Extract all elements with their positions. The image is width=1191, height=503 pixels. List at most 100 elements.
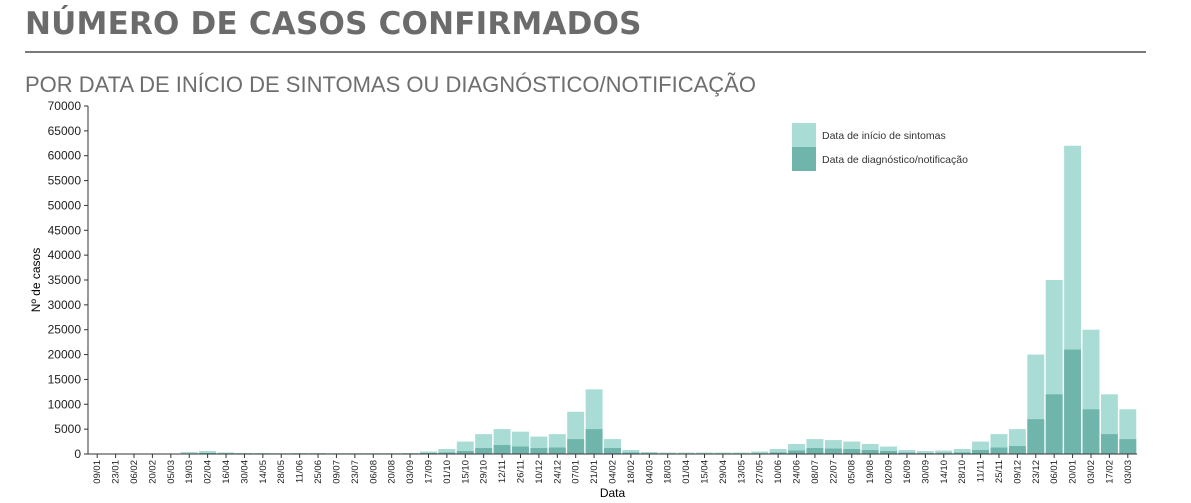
y-tick-label: 50000 <box>48 198 82 212</box>
x-tick-label: 20/01 <box>1068 460 1079 484</box>
x-tick-label: 30/04 <box>239 460 250 484</box>
x-tick-label: 29/04 <box>718 460 729 484</box>
y-tick-label: 0 <box>74 447 81 461</box>
x-tick-label: 25/06 <box>313 460 324 484</box>
x-tick-label: 06/02 <box>129 460 140 484</box>
x-tick-label: 22/07 <box>828 460 839 484</box>
bar-inicio-sintomas <box>732 452 750 454</box>
bar-diagnostico-notificacao <box>1100 434 1118 454</box>
bar-diagnostico-notificacao <box>438 452 456 454</box>
x-tick-label: 02/09 <box>884 460 895 484</box>
x-tick-label: 25/11 <box>994 460 1005 483</box>
x-axis-label: Data <box>600 486 626 500</box>
bar-diagnostico-notificacao <box>475 448 493 454</box>
x-tick-label: 14/05 <box>258 460 269 484</box>
bar-diagnostico-notificacao <box>880 451 898 454</box>
x-tick-label: 18/03 <box>663 460 674 484</box>
bar-diagnostico-notificacao <box>585 429 603 454</box>
y-tick-label: 15000 <box>48 372 82 386</box>
bar-inicio-sintomas <box>438 449 456 454</box>
x-tick-label: 03/02 <box>1086 460 1097 484</box>
bar-inicio-sintomas <box>419 451 437 454</box>
x-tick-label: 14/10 <box>939 460 950 484</box>
bar-inicio-sintomas <box>953 449 971 454</box>
y-tick-label: 25000 <box>48 323 82 337</box>
bar-diagnostico-notificacao <box>1064 349 1082 454</box>
bar-inicio-sintomas <box>751 451 769 454</box>
y-tick-label: 45000 <box>48 223 82 237</box>
bar-inicio-sintomas <box>640 452 658 454</box>
bar-diagnostico-notificacao <box>1082 409 1100 454</box>
x-tick-label: 27/05 <box>755 460 766 484</box>
x-tick-label: 20/08 <box>387 460 398 484</box>
bar-diagnostico-notificacao <box>953 452 971 454</box>
y-axis: 0 5000 10000 15000 20000 25000 30000 35000 40000… <box>48 99 89 461</box>
bar-diagnostico-notificacao <box>788 450 806 454</box>
x-tick-label: 04/03 <box>644 460 655 484</box>
bar-diagnostico-notificacao <box>604 448 621 454</box>
bar-inicio-sintomas <box>880 446 898 454</box>
x-tick-label: 15/04 <box>700 460 711 484</box>
bar-diagnostico-notificacao <box>861 450 879 454</box>
x-tick-label: 04/02 <box>608 460 619 484</box>
x-tick-label: 28/10 <box>957 460 968 484</box>
bar-diagnostico-notificacao <box>567 439 585 454</box>
bar-inicio-sintomas <box>788 444 806 454</box>
bars-diagnostico-notificacao <box>180 349 1137 454</box>
title-divider <box>25 51 1146 53</box>
bar-inicio-sintomas <box>180 452 198 454</box>
bar-inicio-sintomas <box>714 452 732 454</box>
bar-diagnostico-notificacao <box>806 448 824 454</box>
x-tick-label: 11/11 <box>976 460 987 482</box>
x-tick-label: 01/10 <box>442 460 453 484</box>
bar-diagnostico-notificacao <box>990 447 1008 454</box>
y-tick-label: 20000 <box>48 348 82 362</box>
y-tick-label: 70000 <box>48 99 82 113</box>
y-tick-label: 65000 <box>48 124 82 138</box>
legend-label: Data de início de sintomas <box>822 130 946 142</box>
bar-inicio-sintomas <box>769 449 787 454</box>
y-tick-label: 40000 <box>48 248 82 262</box>
chart-legend: Data de início de sintomas Data de diagnó… <box>792 123 968 171</box>
y-tick-label: 30000 <box>48 298 82 312</box>
x-tick-label: 08/07 <box>810 460 821 484</box>
bar-diagnostico-notificacao <box>493 445 511 454</box>
bar-inicio-sintomas <box>696 452 713 454</box>
x-tick-label: 20/02 <box>147 460 158 484</box>
x-tick-label: 12/11 <box>497 460 508 483</box>
x-tick-label: 23/07 <box>350 460 361 484</box>
x-tick-label: 02/04 <box>203 460 214 484</box>
bar-diagnostico-notificacao <box>1119 439 1137 454</box>
x-tick-label: 05/03 <box>166 460 177 484</box>
x-tick-label: 16/04 <box>221 460 232 484</box>
bar-diagnostico-notificacao <box>456 451 474 454</box>
x-tick-label: 29/10 <box>479 460 490 484</box>
x-tick-label: 23/01 <box>111 460 122 484</box>
y-tick-label: 5000 <box>54 422 81 436</box>
x-tick-label: 06/01 <box>1049 460 1060 484</box>
x-tick-label: 26/11 <box>515 460 526 483</box>
y-axis-label: Nº de casos <box>29 248 43 312</box>
bar-diagnostico-notificacao <box>898 452 916 454</box>
x-tick-label: 24/06 <box>792 460 803 484</box>
bar-diagnostico-notificacao <box>1045 394 1063 454</box>
page-title: NÚMERO DE CASOS CONFIRMADOS <box>25 6 642 42</box>
x-tick-label: 19/03 <box>184 460 195 484</box>
bar-inicio-sintomas <box>659 452 677 454</box>
chart-subtitle: POR DATA DE INÍCIO DE SINTOMAS OU DIAGNÓ… <box>25 72 756 97</box>
x-tick-label: 07/01 <box>571 460 582 484</box>
x-tick-label: 21/01 <box>589 460 600 484</box>
x-tick-label: 03/03 <box>1123 460 1134 484</box>
x-tick-label: 30/09 <box>920 460 931 484</box>
bar-diagnostico-notificacao <box>1027 419 1045 454</box>
x-tick-label: 10/12 <box>534 460 545 484</box>
x-tick-label: 13/05 <box>736 460 747 484</box>
x-tick-label: 16/09 <box>902 460 913 484</box>
bar-inicio-sintomas <box>916 451 934 454</box>
x-tick-label: 10/06 <box>773 460 784 484</box>
x-tick-label: 19/08 <box>865 460 876 484</box>
x-tick-label: 17/02 <box>1104 460 1115 484</box>
bars-inicio-sintomas <box>162 145 1137 454</box>
x-tick-label: 17/09 <box>423 460 434 484</box>
y-tick-label: 55000 <box>48 174 82 188</box>
